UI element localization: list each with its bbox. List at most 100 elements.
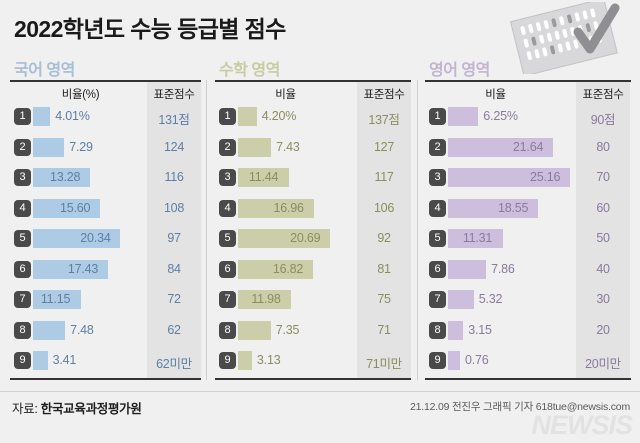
ratio-value-label: 7.35 [275, 322, 300, 337]
ratio-value-label: 3.15 [468, 322, 492, 337]
standard-score-value: 127 [374, 139, 394, 154]
column-header-score: 표준점수 [153, 89, 195, 101]
source-line: 자료: 한국교육과정평가원 [12, 398, 142, 417]
grade-badge: 3 [14, 169, 31, 186]
grade-row: 6 16.82 81 [211, 257, 414, 288]
grade-row: 7 11.15 72 [6, 287, 203, 318]
ratio-bar [238, 137, 272, 157]
grade-badge: 1 [14, 108, 31, 125]
ratio-bar [33, 320, 66, 340]
standard-score-value: 20 [596, 322, 610, 337]
grade-badge: 9 [14, 352, 31, 369]
ratio-bar [238, 351, 252, 370]
ratio-value-label: 3.13 [256, 353, 281, 367]
standard-score-value: 117 [374, 170, 394, 184]
standard-score-value: 92 [377, 231, 391, 245]
ratio-bar [238, 168, 289, 187]
grade-row: 3 25.16 70 [421, 165, 634, 196]
grade-row: 3 13.28 116 [6, 165, 203, 196]
ratio-value-label: 6.25% [483, 109, 518, 123]
standard-score-value: 137점 [368, 113, 400, 127]
score-column-background [576, 80, 630, 380]
grade-row: 8 7.48 62 [6, 318, 203, 349]
source-label: 자료: [12, 402, 38, 416]
grade-row: 5 20.34 97 [6, 226, 203, 257]
rows-korean: 1 4.01% 131점 2 7.29 124 3 13.28 116 4 15.60 108 5 20.… [6, 104, 203, 379]
grade-badge: 5 [219, 230, 236, 247]
ratio-value-label: 11.31 [462, 231, 493, 245]
grade-row: 1 6.25% 90점 [421, 104, 634, 135]
newsis-watermark: NEWSIS [531, 410, 633, 440]
grade-row: 5 11.31 50 [421, 226, 634, 257]
grade-badge: 4 [14, 199, 31, 217]
standard-score-value: 124 [164, 139, 184, 154]
standard-score-value: 71 [377, 322, 391, 337]
ratio-bar [238, 229, 331, 248]
grade-row: 7 11.98 75 [211, 287, 414, 318]
grade-badge: 8 [429, 321, 446, 339]
grade-badge: 6 [219, 260, 236, 278]
grade-row: 8 3.15 20 [421, 318, 634, 349]
ratio-bar [238, 259, 313, 279]
score-column-background [357, 80, 411, 380]
standard-score-value: 70 [596, 170, 610, 184]
ratio-value-label: 16.96 [273, 200, 304, 215]
grade-badge: 6 [14, 260, 31, 278]
header-rule [215, 80, 411, 82]
standard-score-value: 60 [596, 200, 610, 215]
standard-score-value: 71미만 [366, 357, 402, 371]
panel-title-english: 영어 영역 [429, 62, 490, 79]
ratio-bar [448, 107, 479, 126]
header-rule [10, 80, 201, 82]
ratio-bar [238, 290, 292, 309]
ratio-value-label: 21.64 [512, 139, 544, 154]
ratio-value-label: 20.34 [80, 231, 111, 245]
ratio-bar [448, 229, 503, 248]
standard-score-value: 81 [377, 261, 391, 276]
footer-rule [425, 378, 631, 380]
ratio-bar [33, 290, 81, 309]
standard-score-value: 97 [167, 231, 181, 245]
ratio-value-label: 3.41 [52, 353, 77, 367]
grade-row: 2 7.29 124 [6, 135, 203, 166]
ratio-bar [238, 107, 257, 126]
standard-score-value: 106 [374, 200, 394, 215]
grade-row: 6 17.43 84 [6, 257, 203, 288]
standard-score-value: 30 [596, 292, 610, 306]
ratio-bar [33, 168, 90, 187]
standard-score-value: 131점 [158, 113, 190, 127]
grade-row: 3 11.44 117 [211, 165, 414, 196]
ratio-bar [448, 168, 570, 187]
standard-score-value: 20미만 [585, 357, 621, 371]
grade-row: 9 0.76 20미만 [421, 348, 634, 379]
grade-badge: 9 [219, 352, 236, 369]
ratio-value-label: 20.69 [290, 231, 321, 245]
ratio-bar [238, 320, 271, 340]
header-rule [425, 80, 631, 82]
grade-badge: 2 [219, 138, 236, 156]
grade-row: 9 3.41 62미만 [6, 348, 203, 379]
ratio-value-label: 11.98 [251, 292, 281, 306]
column-header-score: 표준점수 [363, 89, 405, 101]
ratio-value-label: 7.29 [69, 139, 93, 154]
ratio-bar [238, 198, 314, 218]
grade-badge: 2 [14, 138, 31, 156]
grade-row: 6 7.86 40 [421, 257, 634, 288]
ratio-value-label: 7.43 [276, 139, 300, 154]
score-column-background [147, 80, 201, 380]
ratio-value-label: 4.01% [55, 109, 90, 123]
ratio-bar [448, 290, 474, 309]
standard-score-value: 116 [164, 170, 184, 184]
grade-badge: 6 [429, 260, 446, 278]
standard-score-value: 62 [167, 322, 181, 337]
grade-badge: 1 [219, 108, 236, 125]
ratio-value-label: 7.86 [491, 261, 515, 276]
source-name: 한국교육과정평가원 [40, 402, 142, 416]
column-header-ratio: 비율(%) [61, 89, 100, 101]
ratio-value-label: 17.43 [67, 261, 99, 276]
grade-badge: 4 [219, 199, 236, 217]
panel-english: 영어 영역 비율 표준점수 1 6.25% 90점 2 21.64 80 3 25.16 70 4… [421, 56, 634, 386]
rows-math: 1 4.20% 137점 2 7.43 127 3 11.44 117 4 16.96 106 5 20.… [211, 104, 414, 379]
column-header-ratio: 비율 [275, 89, 296, 101]
